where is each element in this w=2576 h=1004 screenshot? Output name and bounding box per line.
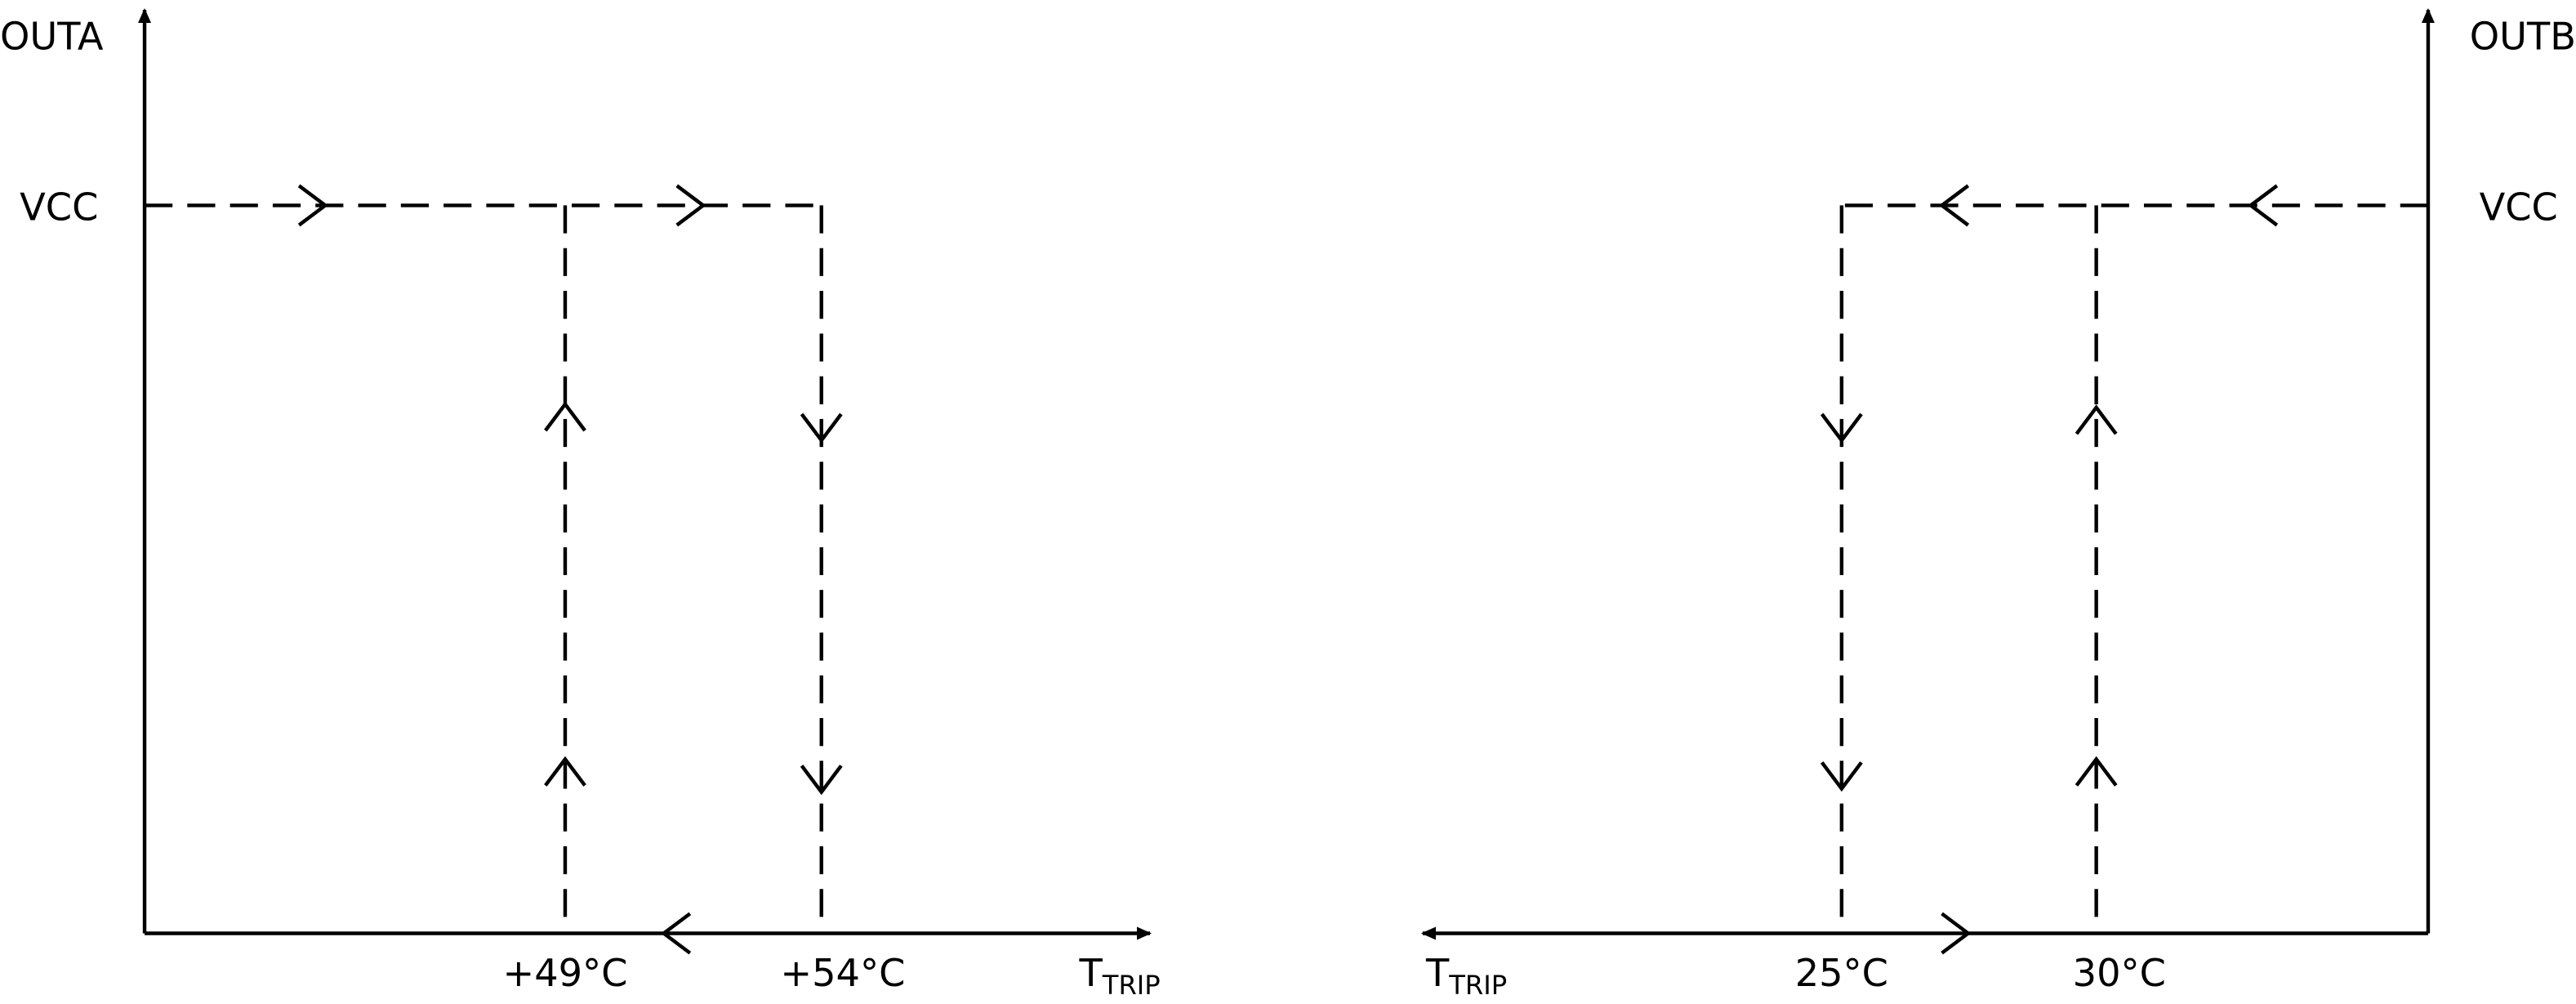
level-label: VCC — [20, 185, 98, 230]
x-axis-label-main: T — [1425, 951, 1450, 995]
threshold-label: +49°C — [502, 951, 627, 995]
x-axis-label: TTRIP — [1425, 951, 1507, 1001]
y-axis-label: OUTA — [0, 14, 104, 58]
threshold-label: 30°C — [2073, 951, 2166, 995]
direction-arrows — [297, 184, 843, 955]
hysteresis-path — [1839, 203, 2428, 934]
direction-arrows — [1820, 184, 2279, 955]
left-panel: OUTA VCC +49°C +54°C TTRIP — [0, 8, 1161, 1001]
threshold-label: +54°C — [780, 951, 905, 995]
hysteresis-path — [145, 203, 823, 934]
x-axis-label-subscript: TRIP — [1448, 970, 1507, 1001]
right-panel: OUTB VCC 25°C 30°C TTRIP — [1420, 8, 2576, 1001]
x-axis-label-subscript: TRIP — [1102, 970, 1161, 1001]
level-label: VCC — [2480, 185, 2558, 230]
threshold-label: 25°C — [1795, 951, 1888, 995]
x-axis-label: TTRIP — [1079, 951, 1161, 1001]
y-axis-label: OUTB — [2470, 14, 2576, 58]
x-axis-label-main: T — [1079, 951, 1103, 995]
